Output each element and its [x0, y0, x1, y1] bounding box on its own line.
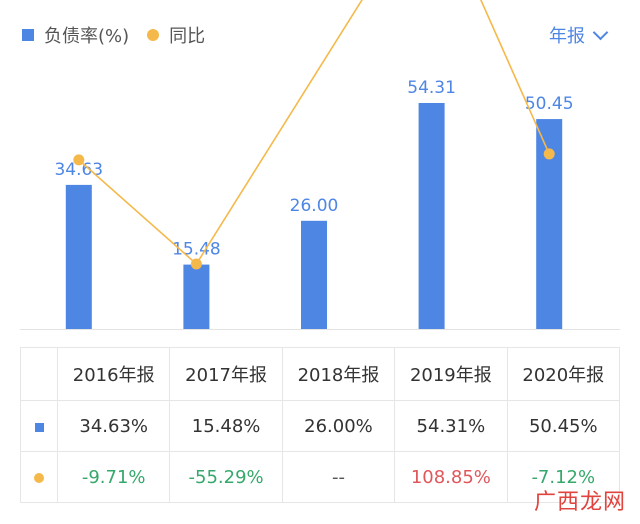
table-header-cell: 2018年报 [281, 347, 396, 401]
table-cell: -55.29% [169, 451, 283, 503]
table-row-ratio: 34.63% 15.48% 26.00% 54.31% 50.45% [20, 400, 621, 452]
legend-line-swatch [147, 29, 160, 41]
table-row-yoy: -9.71% -55.29% -- 108.85% -7.12% [20, 451, 621, 503]
period-selector-label: 年报 [549, 26, 585, 47]
table-header-cell: 2020年报 [506, 347, 621, 401]
table-cell: 50.45% [506, 400, 621, 452]
yoy-point [543, 148, 555, 160]
table-header-cell: 2017年报 [169, 347, 283, 401]
table-cell: 54.31% [394, 400, 508, 452]
table-cell: 34.63% [56, 400, 171, 452]
legend-line-label: 同比 [169, 26, 206, 47]
bar-data-label: 50.45 [525, 94, 574, 114]
yoy-point [190, 258, 202, 270]
table-cell: 15.48% [169, 400, 283, 452]
table-cell: 108.85% [394, 451, 508, 503]
yoy-point [73, 154, 85, 166]
table-corner-cell [20, 347, 58, 401]
chart-legend: 负债率(%) 同比 [22, 22, 205, 48]
data-table: 2016年报 2017年报 2018年报 2019年报 2020年报 34.63… [20, 347, 621, 503]
bar [418, 103, 445, 329]
bar [301, 220, 327, 329]
table-cell: -9.71% [56, 451, 171, 503]
bar-data-label: 54.31 [407, 78, 456, 98]
table-cell: -7.12% [506, 451, 621, 503]
table-header-cell: 2016年报 [56, 347, 171, 401]
bar [183, 264, 210, 329]
watermark: 广西龙网 [533, 490, 626, 515]
table-cell: 26.00% [281, 400, 396, 452]
bar-data-label: 34.63 [54, 160, 103, 180]
bar-data-label: 26.00 [290, 196, 339, 216]
table-header-row: 2016年报 2017年报 2018年报 2019年报 2020年报 [20, 347, 621, 401]
period-selector[interactable]: 年报 [549, 22, 609, 48]
bar-marker-icon [34, 422, 44, 432]
dot-marker-icon [34, 472, 44, 483]
table-header-cell: 2019年报 [394, 347, 508, 401]
table-row-marker [20, 451, 58, 503]
bar [65, 184, 92, 329]
yoy-line [78, 0, 550, 266]
legend-bar-label: 负债率(%) [44, 26, 130, 47]
table-row-marker [20, 400, 58, 452]
table-cell: -- [281, 451, 396, 503]
legend-bar-swatch [22, 29, 34, 41]
